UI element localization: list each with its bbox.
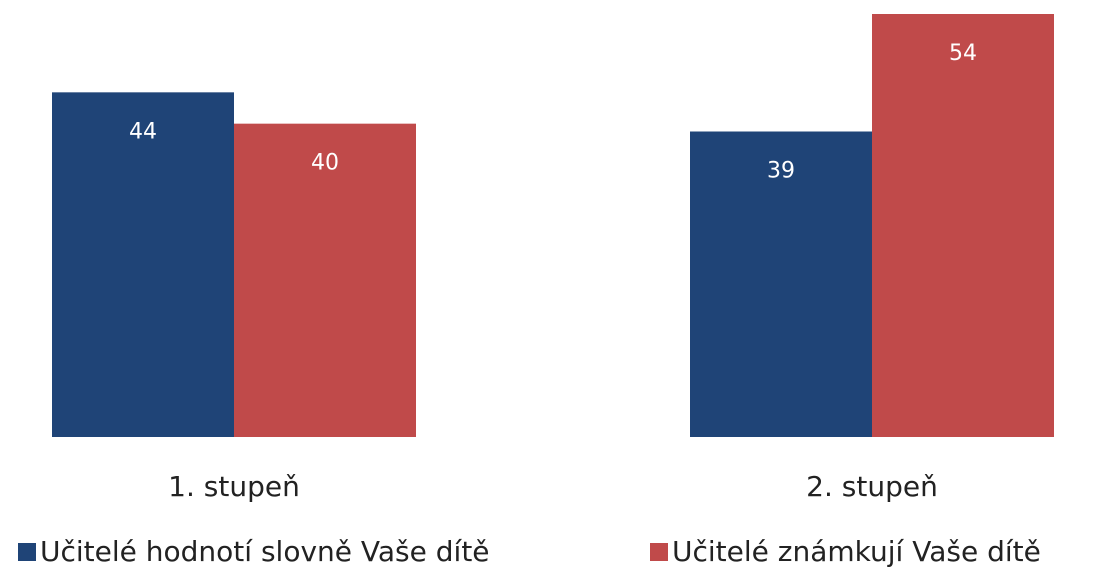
- bar: [234, 123, 416, 438]
- data-label: 54: [949, 41, 977, 66]
- legend-swatch: [18, 543, 36, 561]
- bar: [690, 131, 872, 437]
- x-tick-label: 1. stupeň: [168, 470, 300, 503]
- bar: [872, 14, 1054, 437]
- bar: [52, 92, 234, 437]
- legend-swatch: [650, 543, 668, 561]
- x-tick-label: 2. stupeň: [806, 470, 938, 503]
- data-label: 39: [767, 159, 795, 184]
- legend-label: Učitelé hodnotí slovně Vaše dítě: [40, 535, 490, 568]
- data-label: 40: [311, 151, 339, 176]
- legend-label: Učitelé známkují Vaše dítě: [672, 535, 1041, 568]
- data-label: 44: [129, 119, 157, 144]
